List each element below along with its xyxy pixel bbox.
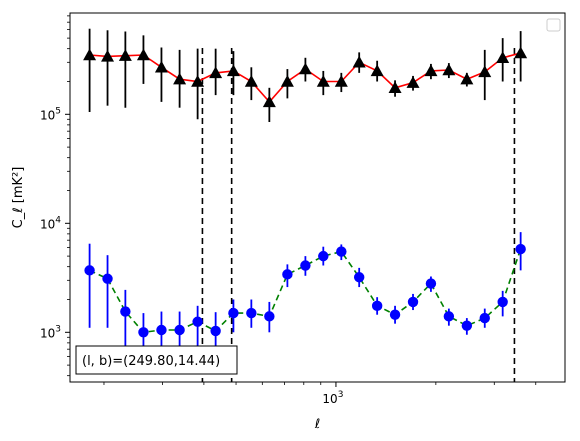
data-point [352, 55, 366, 68]
data-point [226, 64, 240, 77]
data-point [389, 309, 401, 320]
data-point [336, 246, 347, 257]
data-point [282, 269, 293, 280]
data-point [138, 327, 149, 338]
data-point [334, 74, 348, 87]
data-point [353, 272, 365, 283]
x-tick-label: 103 [322, 390, 343, 406]
annotation-box: (l, b)=(249.80,14.44) [75, 345, 238, 375]
data-point [298, 62, 312, 75]
y-tick-label: 104 [40, 215, 61, 231]
data-point [280, 74, 294, 87]
data-point [496, 51, 510, 63]
data-point [228, 307, 239, 319]
data-point [479, 312, 490, 324]
data-point [406, 76, 420, 88]
data-point [425, 278, 437, 289]
data-point [262, 95, 276, 108]
data-point [514, 46, 528, 59]
data-point [154, 60, 168, 73]
data-point [478, 65, 492, 78]
data-point [316, 74, 330, 87]
data-point [192, 316, 203, 327]
axes-frame [69, 12, 566, 383]
y-tick-label: 103 [40, 324, 61, 340]
data-point [173, 72, 187, 85]
data-point [460, 72, 474, 85]
annotation-text: (l, b)=(249.80,14.44) [82, 354, 220, 369]
data-point [443, 311, 455, 322]
y-tick-label: 105 [40, 106, 61, 122]
data-point [83, 48, 97, 61]
plot-content [83, 28, 528, 382]
data-point [388, 81, 402, 94]
data-point [371, 300, 383, 312]
data-point [244, 74, 258, 87]
data-point [174, 324, 185, 336]
axis-ticks: 103 104 105 103 [40, 15, 537, 406]
data-point [461, 320, 473, 331]
data-point [101, 49, 115, 62]
data-point [136, 48, 150, 61]
plot-area [83, 28, 528, 382]
y-axis-label: C_ℓ [mK²] [11, 167, 26, 229]
data-point [118, 49, 132, 61]
data-point [370, 64, 384, 77]
data-point [84, 265, 95, 276]
data-point [318, 250, 329, 262]
data-point [246, 307, 257, 319]
data-point [442, 63, 456, 76]
data-point [300, 260, 311, 271]
data-point [497, 296, 508, 308]
data-point [407, 296, 419, 308]
x-axis-label: ℓ [314, 417, 320, 432]
data-point [424, 64, 438, 77]
data-point [210, 325, 221, 337]
series-1 [83, 28, 528, 122]
data-point [209, 66, 223, 79]
data-point [191, 74, 205, 87]
legend-box[interactable] [546, 18, 561, 32]
data-point [515, 243, 526, 255]
data-point [156, 324, 167, 336]
data-point [102, 273, 113, 284]
series-2 [84, 232, 526, 357]
data-point [120, 306, 131, 317]
data-point [264, 311, 275, 322]
